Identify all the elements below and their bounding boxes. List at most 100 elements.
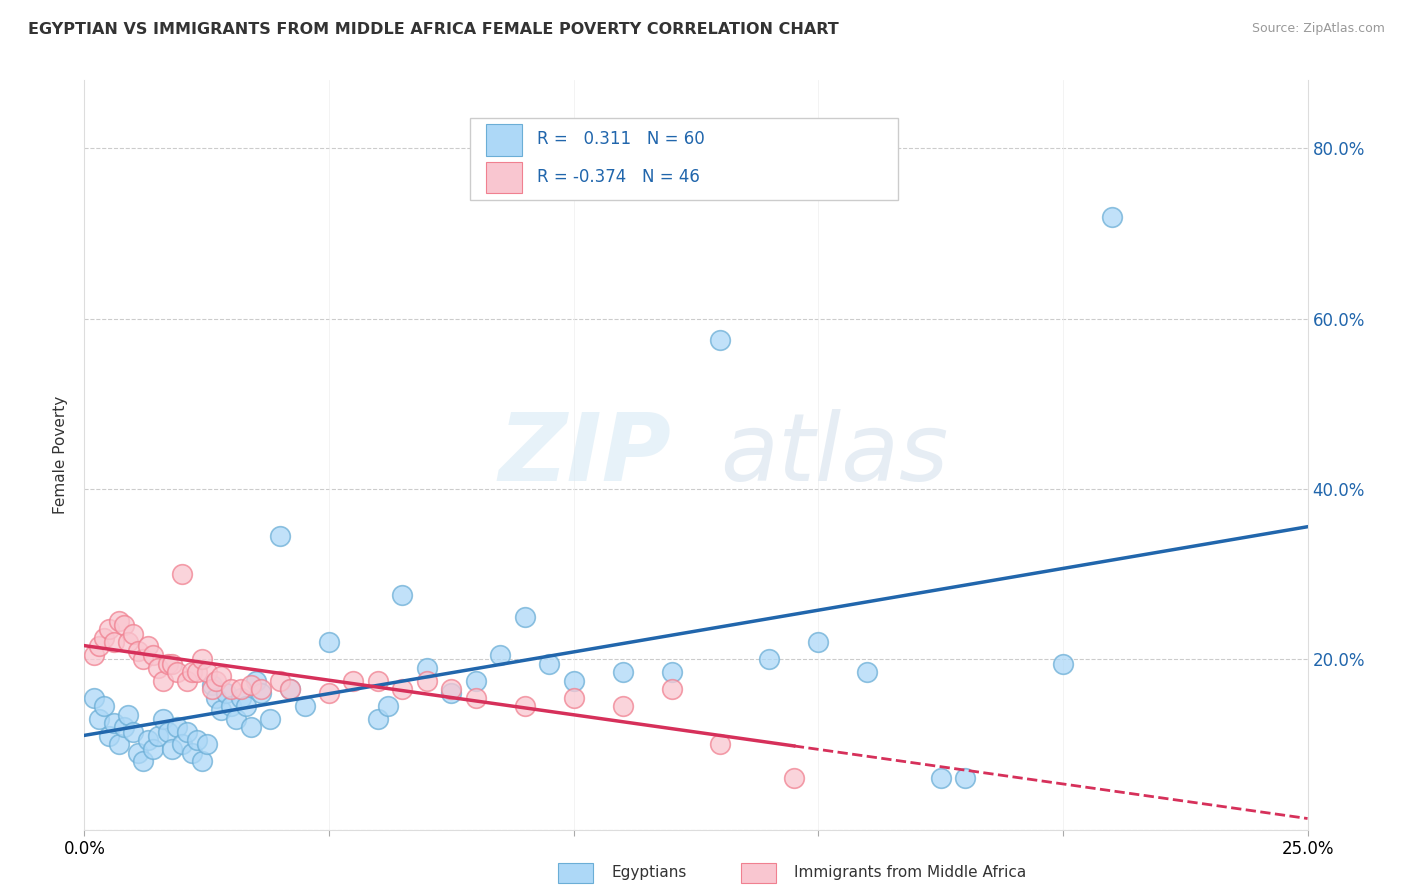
Point: [181, 746, 204, 760]
Point: [513, 699, 536, 714]
Text: R = -0.374   N = 46: R = -0.374 N = 46: [537, 168, 700, 186]
FancyBboxPatch shape: [470, 118, 898, 200]
Point: [103, 716, 125, 731]
Point: [235, 699, 257, 714]
Point: [1052, 657, 1074, 671]
Point: [205, 673, 228, 688]
Point: [200, 681, 222, 696]
Text: ZIP: ZIP: [499, 409, 672, 501]
Point: [127, 644, 149, 658]
Point: [83, 648, 105, 662]
Point: [127, 746, 149, 760]
Point: [294, 699, 316, 714]
Text: EGYPTIAN VS IMMIGRANTS FROM MIDDLE AFRICA FEMALE POVERTY CORRELATION CHART: EGYPTIAN VS IMMIGRANTS FROM MIDDLE AFRIC…: [28, 22, 839, 37]
Point: [205, 690, 228, 705]
Point: [562, 690, 585, 705]
Point: [489, 648, 512, 662]
Point: [97, 729, 120, 743]
Point: [219, 681, 242, 696]
Point: [249, 681, 271, 696]
Point: [249, 686, 271, 700]
Point: [856, 665, 879, 679]
FancyBboxPatch shape: [485, 125, 522, 156]
Point: [132, 652, 155, 666]
Point: [103, 635, 125, 649]
Point: [181, 665, 204, 679]
Point: [562, 673, 585, 688]
Point: [612, 699, 634, 714]
Point: [318, 635, 340, 649]
Point: [176, 673, 198, 688]
Point: [245, 673, 267, 688]
Point: [342, 673, 364, 688]
Point: [93, 631, 115, 645]
Point: [191, 755, 214, 769]
Point: [97, 623, 120, 637]
Point: [440, 681, 463, 696]
Point: [156, 657, 179, 671]
Point: [239, 678, 262, 692]
Text: Egyptians: Egyptians: [612, 865, 688, 880]
Point: [112, 618, 135, 632]
Point: [440, 686, 463, 700]
Point: [136, 640, 159, 654]
Point: [239, 720, 262, 734]
Point: [661, 681, 683, 696]
Point: [117, 635, 139, 649]
Point: [172, 567, 194, 582]
Point: [269, 529, 291, 543]
Point: [142, 741, 165, 756]
Point: [195, 738, 218, 752]
Point: [200, 678, 222, 692]
Point: [367, 712, 389, 726]
Point: [464, 673, 486, 688]
Point: [709, 738, 731, 752]
Point: [758, 652, 780, 666]
Point: [278, 681, 301, 696]
Point: [209, 703, 232, 717]
Point: [318, 686, 340, 700]
Point: [391, 589, 413, 603]
Point: [166, 720, 188, 734]
Point: [122, 626, 145, 640]
Point: [107, 614, 129, 628]
Point: [162, 741, 184, 756]
Point: [1101, 210, 1123, 224]
Text: R =   0.311   N = 60: R = 0.311 N = 60: [537, 130, 704, 148]
Point: [87, 640, 110, 654]
Point: [195, 665, 218, 679]
Point: [377, 699, 399, 714]
Point: [209, 669, 232, 683]
Point: [538, 657, 561, 671]
Point: [269, 673, 291, 688]
Point: [513, 609, 536, 624]
Point: [132, 755, 155, 769]
Point: [229, 690, 252, 705]
Point: [709, 333, 731, 347]
Point: [176, 724, 198, 739]
Point: [391, 681, 413, 696]
Point: [107, 738, 129, 752]
Point: [186, 733, 208, 747]
Point: [162, 657, 184, 671]
Point: [229, 681, 252, 696]
Point: [661, 665, 683, 679]
Point: [416, 673, 439, 688]
Point: [83, 690, 105, 705]
Point: [136, 733, 159, 747]
Text: Source: ZipAtlas.com: Source: ZipAtlas.com: [1251, 22, 1385, 36]
Point: [219, 699, 242, 714]
Point: [146, 729, 169, 743]
Point: [225, 712, 247, 726]
Point: [783, 772, 806, 786]
Point: [166, 665, 188, 679]
Point: [929, 772, 952, 786]
Point: [117, 707, 139, 722]
Y-axis label: Female Poverty: Female Poverty: [53, 396, 69, 514]
FancyBboxPatch shape: [485, 162, 522, 194]
Point: [186, 665, 208, 679]
Point: [953, 772, 976, 786]
Text: atlas: atlas: [720, 409, 949, 500]
Point: [416, 661, 439, 675]
Point: [142, 648, 165, 662]
